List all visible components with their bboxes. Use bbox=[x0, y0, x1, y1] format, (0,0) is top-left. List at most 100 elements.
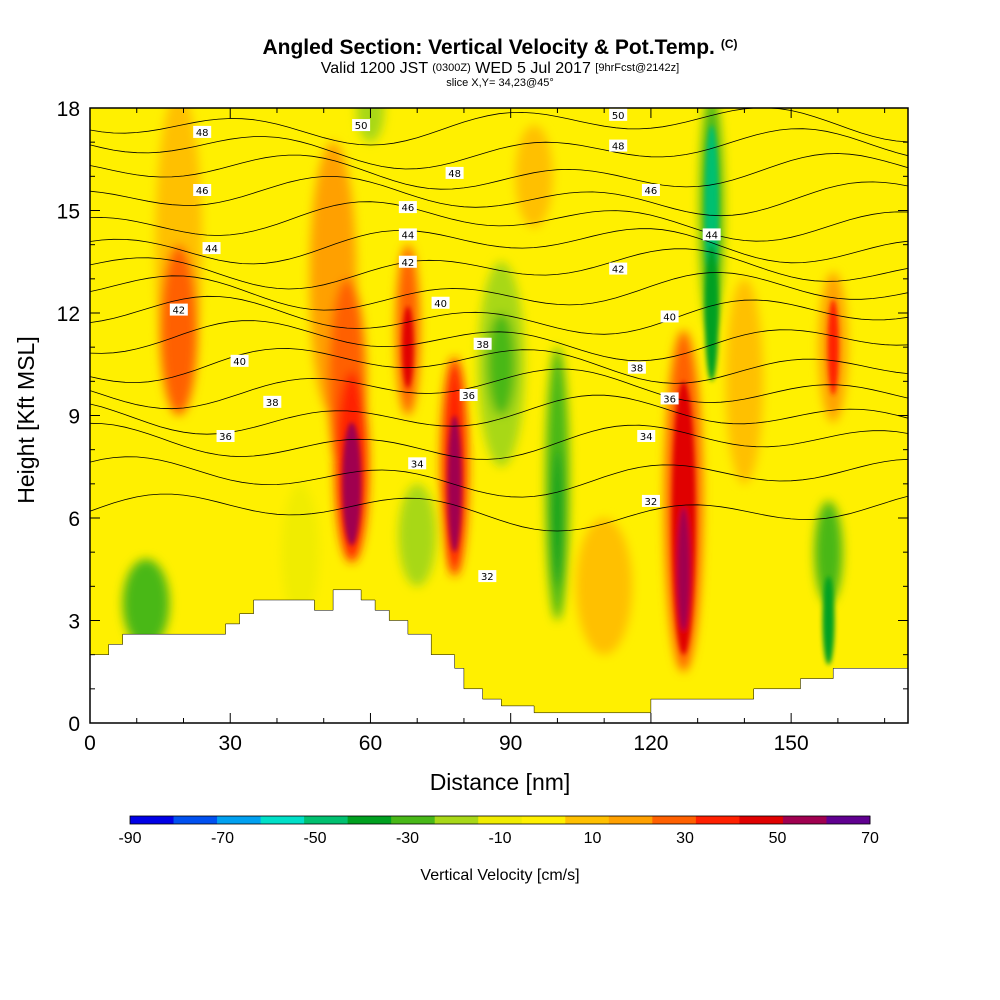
y-tick-label: 6 bbox=[68, 508, 80, 531]
contour-label: 44 bbox=[202, 242, 221, 255]
colorbar-tick-label: 50 bbox=[769, 830, 787, 847]
copyright-mark: (C) bbox=[720, 37, 738, 51]
contour-label-text: 38 bbox=[266, 398, 279, 409]
contour-label-bg bbox=[609, 108, 628, 121]
x-tick-label: 60 bbox=[359, 732, 382, 755]
forecast-info: [9hrFcst@2142z] bbox=[595, 62, 680, 74]
velocity-cell bbox=[576, 518, 633, 655]
valid-utc: (0300Z) bbox=[432, 62, 471, 74]
contour-label-bg bbox=[473, 337, 492, 350]
velocity-cell bbox=[551, 449, 564, 587]
contour-label-bg bbox=[169, 303, 188, 316]
colorbar-swatch bbox=[652, 816, 697, 824]
contour-label: 40 bbox=[230, 354, 249, 368]
colorbar-swatch bbox=[695, 816, 740, 824]
contour-label-text: 42 bbox=[172, 306, 185, 317]
contour-label-text: 46 bbox=[645, 186, 658, 197]
x-tick-label: 30 bbox=[219, 732, 242, 755]
contour-label-bg bbox=[193, 184, 212, 196]
contour-label: 40 bbox=[431, 296, 450, 310]
contour-label: 38 bbox=[473, 337, 492, 351]
theta-contour bbox=[90, 176, 908, 217]
contour-label-text: 40 bbox=[434, 299, 447, 310]
theta-contour bbox=[90, 493, 908, 532]
contour-label-bg bbox=[641, 184, 660, 196]
colorbar-tick-label: 10 bbox=[584, 830, 602, 847]
contour-label-text: 32 bbox=[645, 497, 658, 508]
colorbar-swatch bbox=[521, 816, 566, 824]
slice-info: slice X,Y= 34,23@45° bbox=[446, 77, 554, 89]
x-tick-label: 150 bbox=[774, 732, 809, 755]
contour-label-bg bbox=[459, 389, 478, 401]
contour-label-text: 38 bbox=[631, 364, 644, 375]
contour-label-text: 50 bbox=[612, 111, 625, 122]
contour-label-bg bbox=[263, 395, 282, 408]
contour-label: 42 bbox=[398, 255, 417, 269]
colorbar-swatch bbox=[304, 816, 349, 824]
colorbar-tick-label: 30 bbox=[676, 830, 694, 847]
contour-label-bg bbox=[230, 354, 249, 367]
theta-contour bbox=[90, 348, 908, 384]
contour-label-bg bbox=[398, 201, 417, 214]
contour-label: 50 bbox=[352, 119, 371, 132]
colorbar-swatch bbox=[260, 816, 305, 824]
velocity-cell bbox=[402, 306, 414, 389]
x-tick-label: 0 bbox=[84, 732, 96, 755]
contour-label-bg bbox=[660, 310, 679, 323]
contour-label-bg bbox=[431, 296, 450, 309]
theta-contour bbox=[90, 228, 908, 265]
contour-label-bg bbox=[445, 166, 464, 179]
contour-label-text: 34 bbox=[411, 459, 424, 470]
theta-contour bbox=[90, 201, 908, 242]
velocity-cell bbox=[356, 108, 385, 143]
colorbar-swatch bbox=[217, 816, 262, 824]
y-tick-label: 0 bbox=[68, 713, 80, 736]
colorbar-swatch bbox=[347, 816, 392, 824]
theta-contour bbox=[90, 295, 908, 335]
chart-title: Angled Section: Vertical Velocity & Pot.… bbox=[0, 36, 1000, 60]
contour-label-text: 48 bbox=[448, 169, 461, 180]
contour-label-text: 32 bbox=[481, 572, 494, 583]
colorbar-tick-label: -70 bbox=[211, 830, 234, 847]
velocity-cell bbox=[515, 125, 553, 228]
contour-label-bg bbox=[609, 262, 628, 275]
colorbar-tick-label: -10 bbox=[488, 830, 511, 847]
contour-label-text: 36 bbox=[219, 432, 232, 443]
contour-label: 38 bbox=[627, 361, 646, 375]
contour-label-bg bbox=[627, 361, 646, 374]
contour-label-text: 40 bbox=[233, 357, 246, 368]
x-tick-label: 120 bbox=[633, 732, 668, 755]
colorbar-swatch bbox=[434, 816, 479, 824]
valid-date: WED 5 Jul 2017 bbox=[475, 60, 591, 77]
y-tick-label: 12 bbox=[57, 303, 80, 326]
colorbar-swatch bbox=[173, 816, 218, 824]
velocity-cell bbox=[677, 507, 690, 631]
colorbar-tick-label: -90 bbox=[118, 830, 141, 847]
contour-label-text: 44 bbox=[705, 230, 718, 241]
colorbar-tick-label: 70 bbox=[861, 830, 879, 847]
terrain-mask bbox=[90, 589, 908, 723]
contour-label-text: 36 bbox=[663, 394, 676, 405]
contour-label-text: 48 bbox=[196, 128, 209, 139]
contour-label-bg bbox=[609, 139, 628, 152]
velocity-cell bbox=[398, 483, 436, 587]
velocity-cell bbox=[281, 483, 320, 621]
contour-label-text: 36 bbox=[462, 391, 475, 402]
chart-title-text: Angled Section: Vertical Velocity & Pot.… bbox=[262, 36, 715, 59]
contour-label-bg bbox=[637, 430, 656, 442]
contour-label: 36 bbox=[459, 389, 478, 402]
theta-contour bbox=[90, 320, 908, 362]
contour-label: 38 bbox=[263, 395, 282, 409]
contour-label-text: 42 bbox=[401, 258, 414, 269]
contour-label-bg bbox=[202, 242, 221, 255]
contour-label: 46 bbox=[193, 184, 212, 197]
velocity-cell bbox=[487, 313, 516, 416]
colorbar-swatch bbox=[782, 816, 827, 824]
contour-label-text: 48 bbox=[612, 142, 625, 153]
y-axis-label: Height [Kft MSL] bbox=[13, 336, 39, 503]
chart-subtitle: Valid 1200 JST (0300Z) WED 5 Jul 2017 [9… bbox=[0, 60, 1000, 78]
contour-label-bg bbox=[478, 570, 497, 583]
contour-label-bg bbox=[660, 392, 679, 405]
y-tick-label: 3 bbox=[68, 611, 80, 634]
